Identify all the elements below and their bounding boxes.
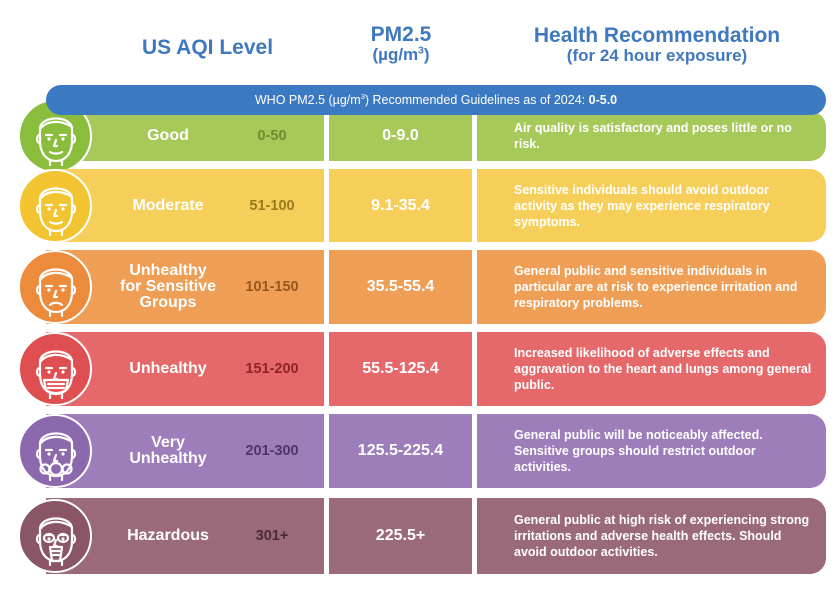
column-divider — [324, 111, 329, 161]
aqi-level-label: Hazardous — [127, 527, 209, 544]
who-banner-value: 0-5.0 — [588, 93, 618, 107]
face-icon — [18, 169, 92, 243]
aqi-level-label: Moderate — [132, 196, 204, 214]
header-pm25-unit-prefix: (µg/m — [372, 45, 419, 64]
sad-face-icon — [18, 250, 92, 324]
aqi-range: 151-200 — [245, 361, 299, 377]
health-recommendation: General public and sensitive individuals… — [514, 264, 798, 310]
who-banner-prefix: WHO PM2.5 (µg/m — [254, 93, 361, 107]
aqi-row: Unhealthy for Sensitive Groups 101-150 35.5-… — [0, 250, 836, 324]
header-aqi-level: US AQI Level — [141, 36, 274, 59]
header-health-subtitle: (for 24 hour exposure) — [566, 46, 748, 65]
header-pm25-unit: (µg/m3) — [330, 45, 472, 65]
health-recommendation: Sensitive individuals should avoid outdo… — [514, 182, 770, 229]
row-background — [46, 498, 826, 574]
column-divider — [472, 414, 477, 488]
who-guideline-banner: WHO PM2.5 (µg/m3) Recommended Guidelines… — [46, 85, 826, 115]
aqi-range: 201-300 — [245, 443, 299, 459]
aqi-range: 301+ — [255, 528, 289, 544]
gas-mask-face-icon — [18, 499, 92, 573]
aqi-row: Moderate 51-100 9.1-35.4 Sensitive individu… — [0, 169, 836, 243]
header-health: Health Recommendation (for 24 hour expos… — [482, 24, 832, 66]
column-divider — [324, 332, 329, 406]
aqi-level-label-lines: Very Unhealthy — [129, 434, 207, 467]
pm25-range: 125.5-225.4 — [357, 442, 444, 459]
header-pm25-unit-sup: 3 — [418, 45, 424, 57]
header-health-title: Health Recommendation — [533, 24, 781, 47]
health-recommendation: Air quality is satisfactory and poses li… — [514, 121, 792, 151]
column-divider — [324, 498, 329, 574]
pm25-range: 225.5+ — [375, 527, 426, 544]
respirator-face-icon — [18, 414, 92, 488]
aqi-row: Unhealthy 151-200 55.5-125.4 Increased like… — [0, 332, 836, 406]
column-divider — [472, 250, 477, 324]
aqi-level-label: Unhealthy — [129, 360, 207, 377]
aqi-level-label: Unhealthy for Sensitive Groups — [108, 250, 228, 324]
header-pm25: PM2.5 (µg/m3) — [330, 23, 472, 65]
pm25-range: 0-9.0 — [382, 127, 419, 144]
row-background — [46, 111, 826, 161]
aqi-level-label: Very Unhealthy — [108, 414, 228, 488]
column-divider — [324, 169, 329, 242]
aqi-row: Good 0-50 0-9.0 Air quality is satisfactory… — [0, 99, 836, 173]
who-banner-suffix: ) Recommended Guidelines as of 2024: — [364, 93, 589, 107]
aqi-level-label: Good — [147, 127, 189, 144]
health-recommendation: General public at high risk of experienc… — [514, 513, 810, 559]
header-pm25-unit-suffix: ) — [423, 45, 430, 64]
aqi-row: Very Unhealthy 201-300 125.5-225.4 General p… — [0, 414, 836, 488]
column-divider — [324, 250, 329, 324]
pm25-range: 9.1-35.4 — [371, 196, 430, 214]
health-recommendation: General public will be noticeably affect… — [514, 428, 763, 474]
row-background — [46, 414, 826, 488]
pm25-range: 35.5-55.4 — [366, 278, 435, 295]
health-recommendation: Increased likelihood of adverse effects … — [514, 346, 812, 392]
aqi-range: 101-150 — [245, 279, 299, 295]
column-divider — [472, 498, 477, 574]
row-background — [46, 169, 826, 242]
column-divider — [324, 414, 329, 488]
aqi-range: 0-50 — [257, 128, 287, 144]
pm25-range: 55.5-125.4 — [362, 360, 439, 377]
column-divider — [472, 111, 477, 161]
column-divider — [472, 169, 477, 242]
aqi-range: 51-100 — [249, 197, 295, 214]
aqi-row: Hazardous 301+ 225.5+ General public at hig… — [0, 498, 836, 574]
mask-face-icon — [18, 332, 92, 406]
who-banner-sup: 3 — [360, 91, 365, 101]
column-divider — [472, 332, 477, 406]
header-pm25-title: PM2.5 — [370, 23, 432, 46]
row-background — [46, 250, 826, 324]
row-background — [46, 332, 826, 406]
aqi-level-label-lines: Unhealthy for Sensitive Groups — [119, 262, 217, 311]
